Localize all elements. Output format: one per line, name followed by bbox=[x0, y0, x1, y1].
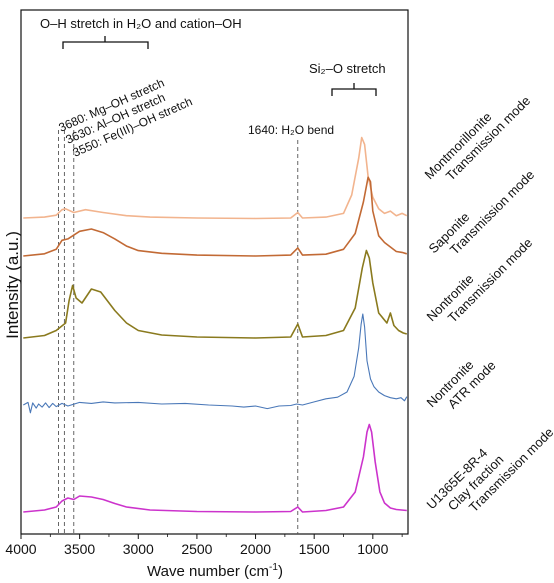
series-montmorillonite bbox=[23, 136, 408, 220]
si-bracket bbox=[331, 83, 377, 96]
x-tick-label: 2500 bbox=[181, 541, 212, 557]
x-axis-label: Wave number (cm-1) bbox=[147, 562, 283, 580]
oh-bracket bbox=[62, 36, 149, 49]
marker-lines bbox=[58, 130, 299, 534]
x-ticks: 4000 3500 3000 2500 2000 1500 1000 bbox=[5, 534, 403, 557]
x-tick-label: 4000 bbox=[5, 541, 36, 557]
x-tick-label: 3500 bbox=[64, 541, 95, 557]
x-tick-label: 1500 bbox=[299, 541, 330, 557]
h2o-bend-label: 1640: H₂O bend bbox=[248, 123, 334, 137]
oh-group-label: O–H stretch in H₂O and cation–OH bbox=[40, 16, 242, 31]
x-tick-label: 2000 bbox=[240, 541, 271, 557]
plot-frame bbox=[20, 9, 409, 535]
y-axis-label: Intensity (a.u.) bbox=[3, 231, 22, 339]
series-u1365e bbox=[23, 423, 407, 513]
series-nontronite-atr bbox=[23, 313, 408, 414]
series-label-u1365e: U1365E-8R-4 Clay fraction Transmission m… bbox=[424, 402, 554, 535]
x-tick-label: 1000 bbox=[357, 541, 388, 557]
series-nontronite-tm bbox=[23, 249, 408, 339]
si-group-label: Si₂–O stretch bbox=[309, 61, 386, 76]
x-axis-label-sup: -1 bbox=[269, 562, 278, 573]
series-saponite bbox=[23, 176, 408, 257]
series-group bbox=[23, 136, 408, 513]
series-label-nontronite-atr: Nontronite ATR mode bbox=[424, 346, 499, 421]
x-axis-label-close: ) bbox=[278, 563, 283, 580]
x-axis-label-main: Wave number (cm bbox=[147, 563, 269, 580]
x-tick-label: 3000 bbox=[123, 541, 154, 557]
